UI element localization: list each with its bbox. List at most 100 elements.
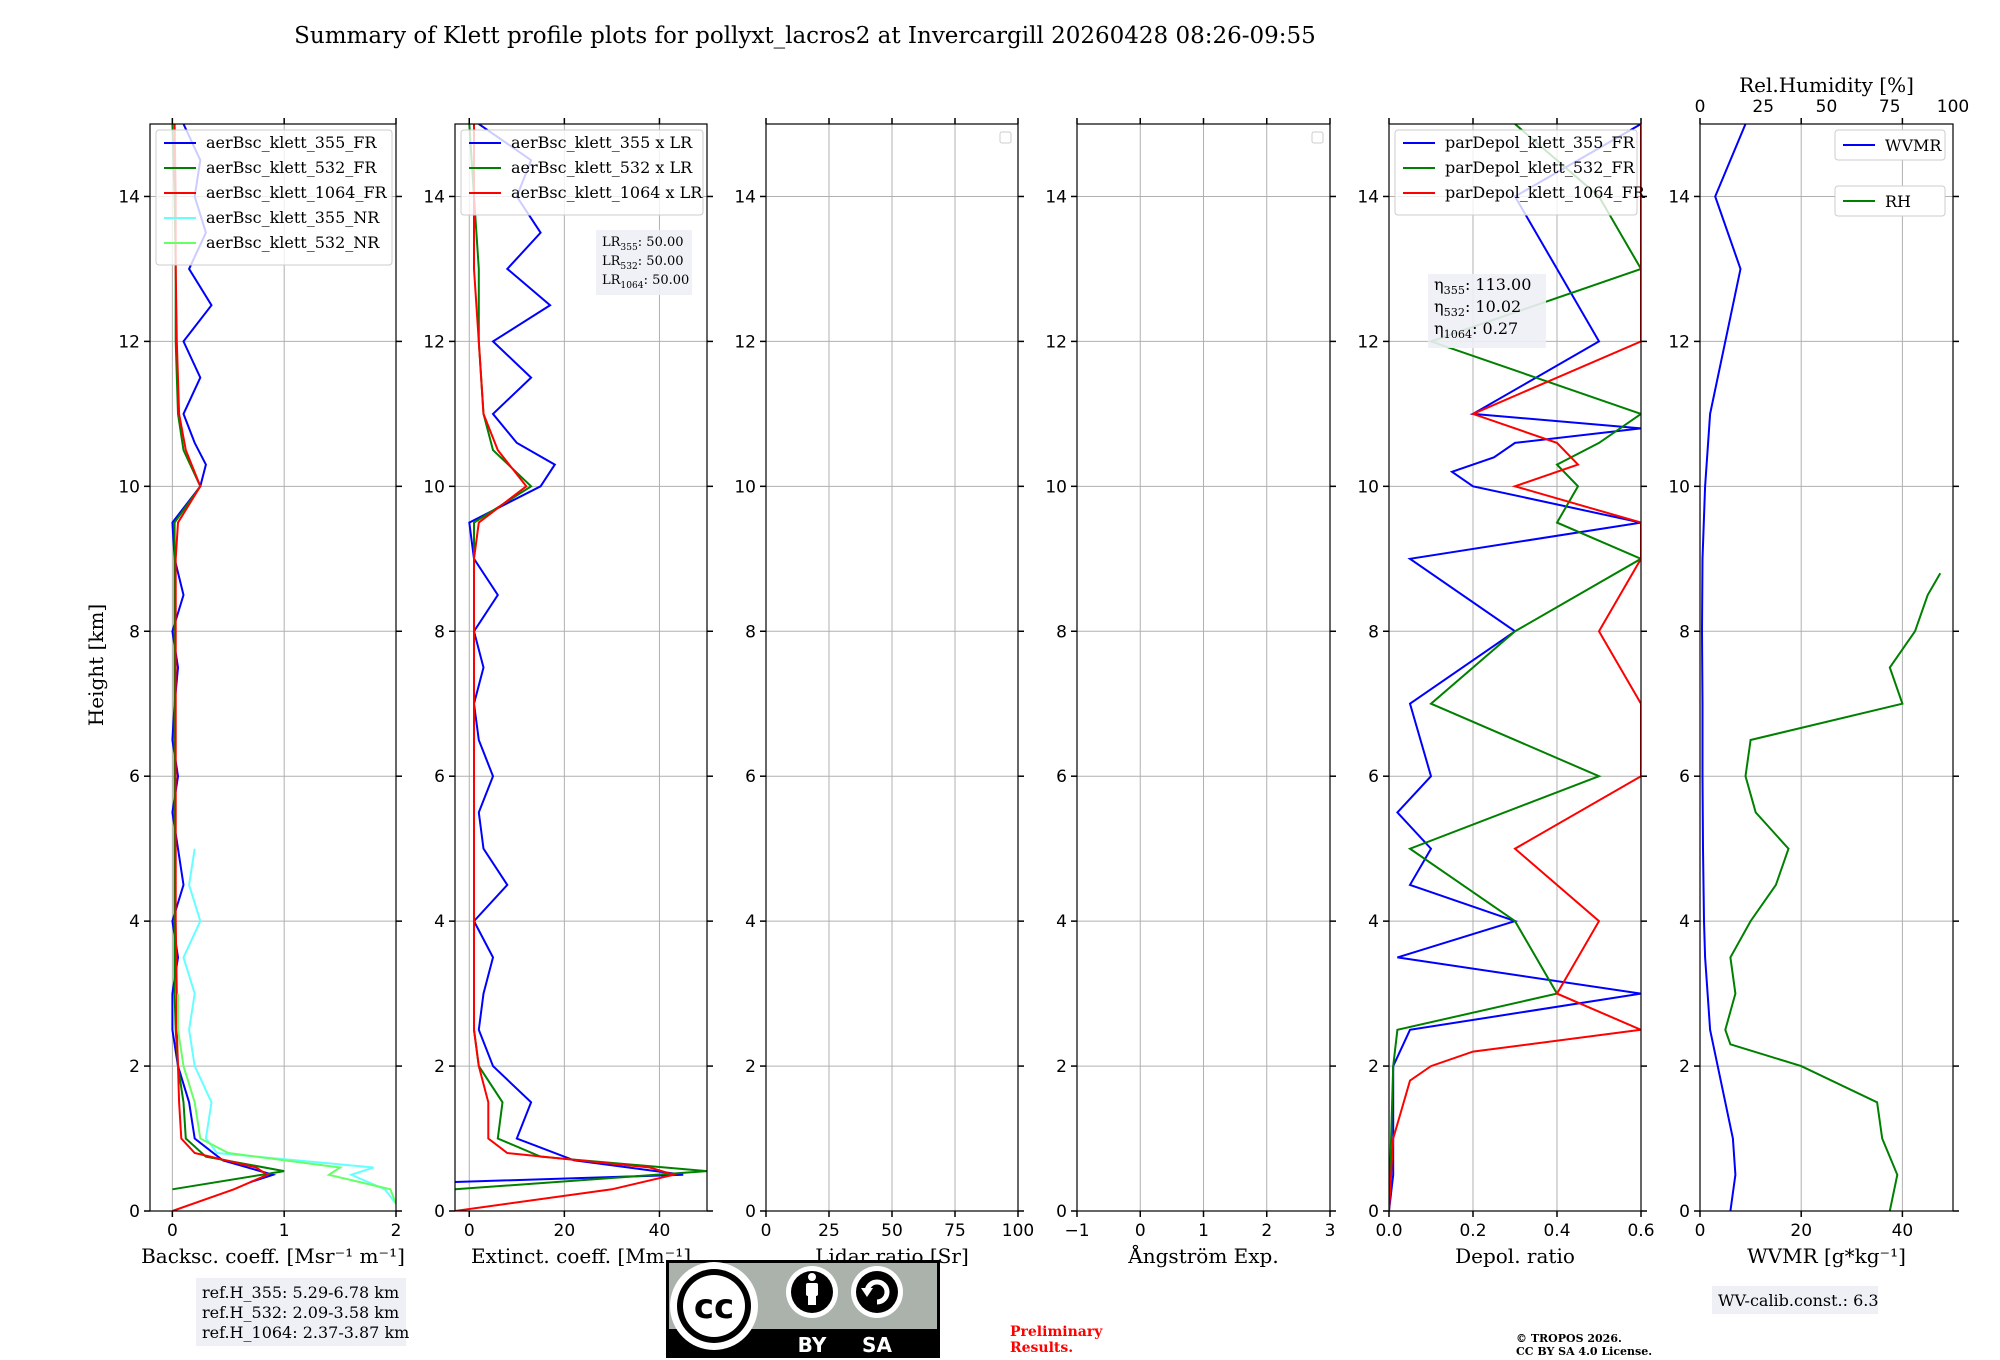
x-tick-label: 75 bbox=[944, 1221, 966, 1241]
x-tick-label: 0 bbox=[1695, 1221, 1706, 1241]
legend-entry: parDepol_klett_1064_FR bbox=[1445, 183, 1646, 202]
y-tick-label: 8 bbox=[129, 622, 140, 642]
legend-entry: RH bbox=[1885, 192, 1911, 211]
panel-depol: 0 2 4 6 8 10 12 14 0.0 0.2 0.4 0.6 Depol. ratio parDe… bbox=[1357, 118, 1655, 1268]
y-tick-label: 10 bbox=[1045, 477, 1067, 497]
y-tick-label: 0 bbox=[434, 1202, 445, 1222]
series-line-parDepol_klett_532_FR bbox=[1389, 124, 1641, 1211]
y-tick-label: 2 bbox=[1368, 1057, 1379, 1077]
x-tick-label: 3 bbox=[1325, 1221, 1336, 1241]
x-tick-label: 0.0 bbox=[1375, 1221, 1402, 1241]
copyright-line2: CC BY SA 4.0 License. bbox=[1516, 1345, 1652, 1358]
ref-height-1064: ref.H_1064: 2.37-3.87 km bbox=[202, 1323, 409, 1342]
x-tick-label: 1 bbox=[279, 1221, 290, 1241]
y-tick-label: 8 bbox=[1679, 622, 1690, 642]
annotation-line: LR1064: 50.00 bbox=[602, 273, 689, 291]
y-tick-label: 0 bbox=[1056, 1202, 1067, 1222]
y-tick-label: 12 bbox=[1045, 332, 1067, 352]
series-line-aerBsc_klett_1064_FR bbox=[172, 124, 270, 1211]
legend-box bbox=[460, 129, 704, 216]
series-line-WVMR bbox=[1700, 124, 1747, 1211]
x-tick-label: 0.6 bbox=[1627, 1221, 1654, 1241]
x-axis-label-angstrom: Ångström Exp. bbox=[1127, 1243, 1278, 1268]
y-tick-label: 4 bbox=[1056, 912, 1067, 932]
y-tick-label: 0 bbox=[129, 1202, 140, 1222]
legend-entry: parDepol_klett_355_FR bbox=[1445, 133, 1636, 152]
y-tick-label: 14 bbox=[423, 187, 445, 207]
preliminary-line2: Results. bbox=[1010, 1340, 1073, 1356]
series-line-aerBsc_klett_532_FR bbox=[171, 124, 285, 1191]
y-tick-label: 6 bbox=[1679, 767, 1690, 787]
legend-entry: parDepol_klett_532_FR bbox=[1445, 158, 1636, 177]
series-line-RH bbox=[1724, 572, 1942, 1211]
cc-sa-label: SA bbox=[862, 1333, 892, 1357]
y-tick-label: 10 bbox=[118, 477, 140, 497]
y-tick-label: 14 bbox=[1357, 187, 1379, 207]
x-tick-label: 100 bbox=[1002, 1221, 1034, 1241]
x-tick-label: 1 bbox=[1198, 1221, 1209, 1241]
x-tick-label: 25 bbox=[818, 1221, 840, 1241]
annotation-line: LR532: 50.00 bbox=[602, 254, 684, 272]
series-line-parDepol_klett_355_FR bbox=[1389, 124, 1641, 1211]
axes-frame bbox=[1388, 123, 1642, 1212]
x-tick-label: 0 bbox=[1135, 1221, 1146, 1241]
cc-license-badge: cc BY SA bbox=[666, 1260, 940, 1358]
y-tick-label: 0 bbox=[1368, 1202, 1379, 1222]
share-alike-icon bbox=[851, 1266, 903, 1318]
x-tick-label: 20 bbox=[554, 1221, 576, 1241]
legend-box bbox=[1394, 129, 1638, 216]
x-axis-label-wvmr: WVMR [g*kg⁻¹] bbox=[1747, 1244, 1906, 1268]
y-tick-label: 2 bbox=[129, 1057, 140, 1077]
legend-entry: aerBsc_klett_532 x LR bbox=[511, 158, 693, 177]
axes-frame bbox=[454, 123, 708, 1212]
top-x-tick-label: 25 bbox=[1752, 97, 1774, 117]
legend-box-RH bbox=[1834, 185, 1946, 217]
annotation-line: LR355: 50.00 bbox=[602, 235, 684, 253]
y-tick-label: 6 bbox=[745, 767, 756, 787]
top-x-tick-label: 0 bbox=[1695, 97, 1706, 117]
series-line-aerBsc_klett_1064 x LR bbox=[455, 124, 678, 1211]
x-tick-label: 50 bbox=[881, 1221, 903, 1241]
panel-wvmr: 0 2 4 6 8 10 12 14 0 20 40 WVMR [g*kg⁻¹] 0 25 50 75 100 R… bbox=[1668, 73, 1969, 1268]
legend-box-WVMR bbox=[1834, 129, 1946, 161]
y-tick-label: 4 bbox=[745, 912, 756, 932]
attribution-icon bbox=[786, 1266, 838, 1318]
y-tick-label: 4 bbox=[1679, 912, 1690, 932]
y-tick-label: 10 bbox=[1668, 477, 1690, 497]
y-tick-label: 14 bbox=[1045, 187, 1067, 207]
ref-height-box bbox=[196, 1278, 406, 1346]
y-tick-label: 8 bbox=[434, 622, 445, 642]
top-x-tick-label: 100 bbox=[1937, 97, 1969, 117]
x-tick-label: 20 bbox=[1790, 1221, 1812, 1241]
y-tick-label: 6 bbox=[1056, 767, 1067, 787]
legend-entry: WVMR bbox=[1885, 136, 1942, 155]
x-axis-label-depol: Depol. ratio bbox=[1455, 1244, 1575, 1268]
y-tick-label: 0 bbox=[745, 1202, 756, 1222]
y-tick-label: 10 bbox=[1357, 477, 1379, 497]
series-line-parDepol_klett_1064_FR bbox=[1389, 124, 1641, 1211]
y-tick-label: 14 bbox=[1668, 187, 1690, 207]
wv-calib-text: WV-calib.const.: 6.3 bbox=[1718, 1291, 1879, 1310]
y-tick-label: 8 bbox=[1368, 622, 1379, 642]
figure-title: Summary of Klett profile plots for polly… bbox=[294, 23, 1316, 49]
x-tick-label: 0 bbox=[167, 1221, 178, 1241]
wv-calib-box bbox=[1712, 1286, 1878, 1314]
copyright-line1: © TROPOS 2026. bbox=[1516, 1332, 1622, 1345]
legend-entry: aerBsc_klett_355_NR bbox=[206, 208, 380, 227]
axes-frame bbox=[1699, 123, 1954, 1212]
annotation-box bbox=[1428, 274, 1546, 348]
legend-box bbox=[155, 129, 393, 266]
cc-logo-text: cc bbox=[694, 1287, 734, 1327]
y-tick-label: 6 bbox=[129, 767, 140, 787]
x-tick-label: 0.2 bbox=[1459, 1221, 1486, 1241]
y-tick-label: 14 bbox=[734, 187, 756, 207]
empty-legend bbox=[999, 131, 1012, 144]
x-tick-label: 0 bbox=[761, 1221, 772, 1241]
y-tick-label: 12 bbox=[423, 332, 445, 352]
series-line-aerBsc_klett_355_FR bbox=[171, 124, 277, 1183]
y-tick-label: 4 bbox=[129, 912, 140, 932]
x-axis-label-extinction: Extinct. coeff. [Mm⁻¹] bbox=[471, 1244, 691, 1268]
y-tick-label: 6 bbox=[1368, 767, 1379, 787]
panel-extinction: 0 2 4 6 8 10 12 14 0 20 40 Extinct. coeff. [Mm⁻¹] ae… bbox=[423, 118, 713, 1268]
